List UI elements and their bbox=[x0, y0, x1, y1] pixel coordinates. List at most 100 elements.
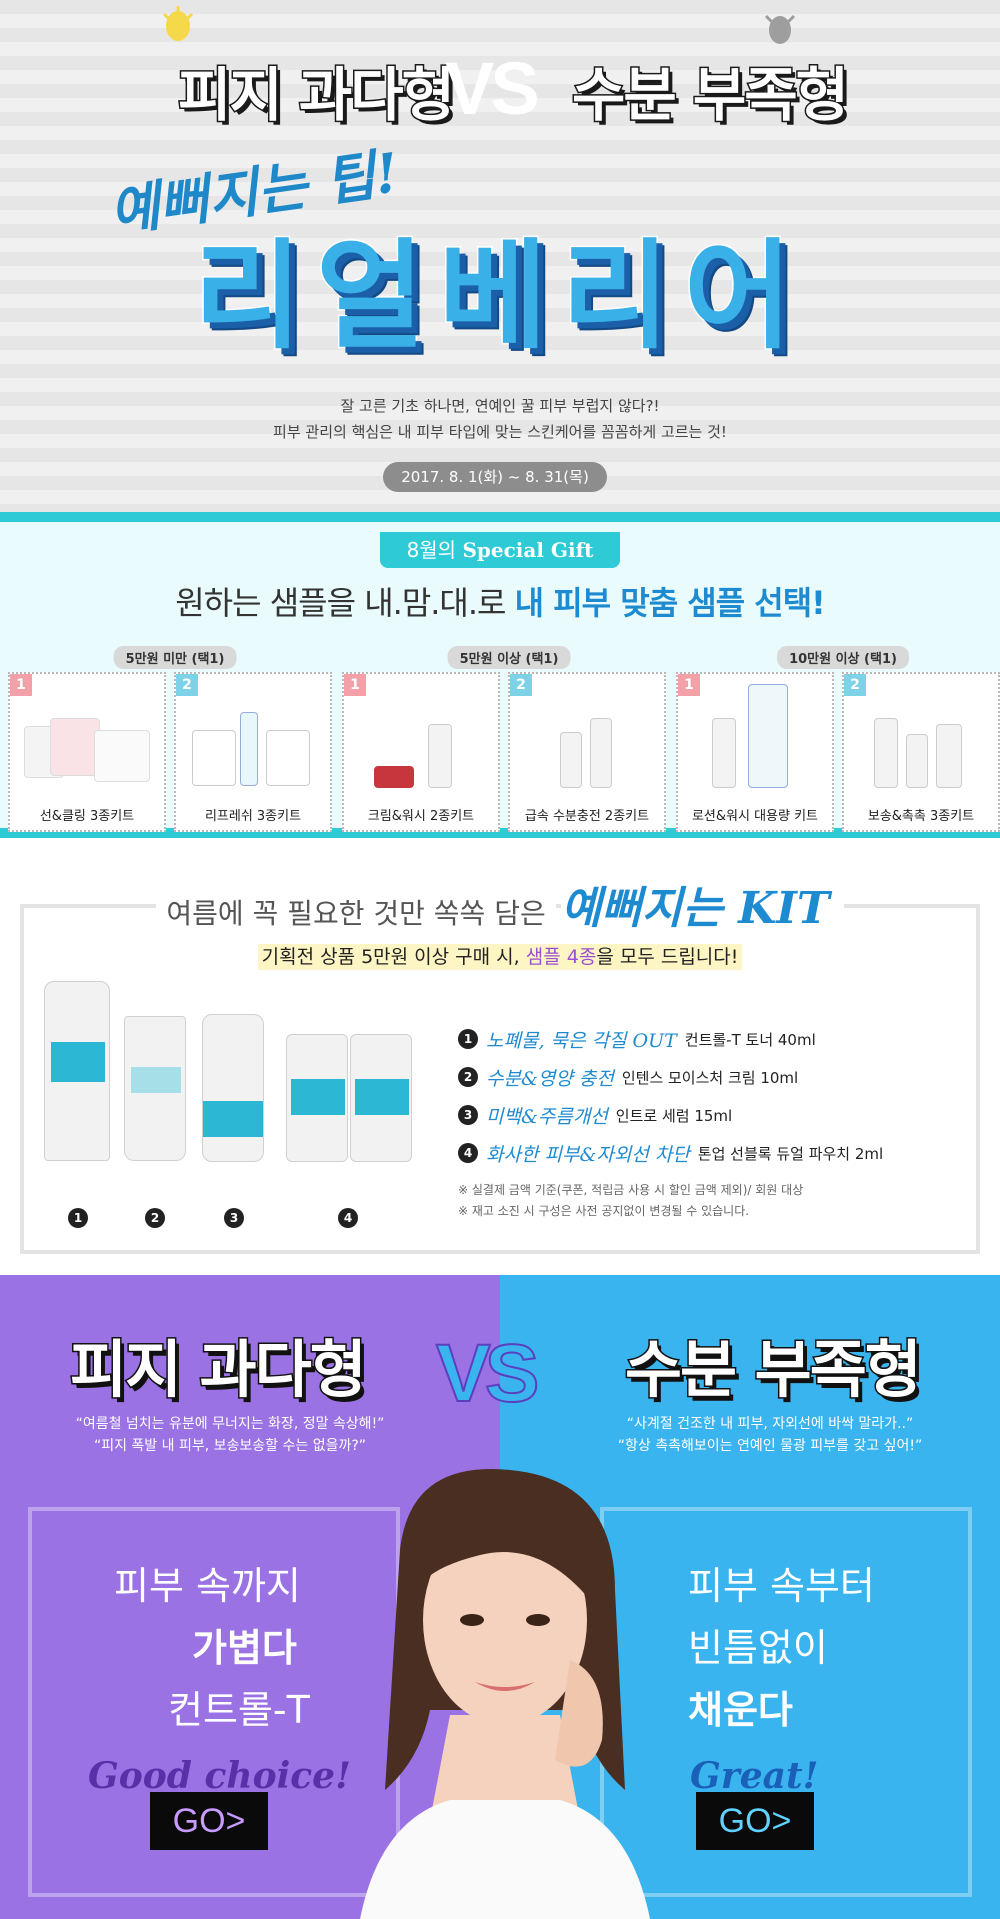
hero-title-row: 피지 과다형 VS 수분 부족형 bbox=[0, 38, 1000, 131]
dry-skin-title: 수분 부족형 bbox=[624, 1332, 924, 1408]
product-image bbox=[712, 718, 736, 788]
hero-right-title: 수분 부족형 bbox=[571, 60, 851, 131]
kit-item-number: 4 bbox=[458, 1143, 478, 1163]
kit-item: 2 수분&영양 충전 인텐스 모이스처 크림 10ml bbox=[458, 1058, 978, 1096]
special-gift-badge: 8월의 Special Gift bbox=[380, 532, 620, 568]
oily-skin-quote: “여름철 넘치는 유분에 무너지는 화장, 정말 속상해!” “피지 폭발 내 … bbox=[20, 1413, 440, 1457]
kit-item-list: 1 노폐물, 묵은 각질 OUT 컨트롤-T 토너 40ml 2 수분&영양 충… bbox=[458, 1020, 978, 1172]
kit-item-number: 1 bbox=[458, 1029, 478, 1049]
pretty-kit-section: 여름에 꼭 필요한 것만 쏙쏙 담은 예뻐지는 KIT 기획전 상품 5만원 이… bbox=[0, 838, 1000, 1275]
kit-card-refresh[interactable]: 2 리프레쉬 3종키트 bbox=[174, 672, 332, 832]
kit-card-lotion-wash[interactable]: 1 로션&워시 대용량 키트 bbox=[676, 672, 834, 832]
oily-go-button[interactable]: GO> bbox=[150, 1792, 268, 1850]
kit-name: 리프레쉬 3종키트 bbox=[204, 809, 302, 824]
kit-item-benefit: 수분&영양 충전 bbox=[486, 1067, 614, 1090]
product-pouch-1 bbox=[286, 1034, 348, 1162]
product-pouch-2 bbox=[350, 1034, 412, 1162]
kit-number: 1 bbox=[678, 674, 700, 696]
quote-line: “피지 폭발 내 피부, 보송보송할 수는 없을까?” bbox=[93, 1438, 367, 1454]
kit-item-benefit: 노폐물, 묵은 각질 OUT bbox=[486, 1029, 677, 1052]
vs-text: VS bbox=[435, 1327, 540, 1420]
gift-tier-under-50k: 5만원 미만 (택1) 1 선&클링 3종키트 2 리프레쉬 3종키트 bbox=[8, 646, 342, 832]
product-image bbox=[266, 730, 310, 786]
tier-label: 10만원 이상 (택1) bbox=[777, 646, 909, 669]
hero-vs-text: VS bbox=[445, 47, 540, 130]
quote-line: “사계절 건조한 내 피부, 자외선에 바싹 말라가..” bbox=[626, 1416, 914, 1432]
dry-copy-3: 채운다 bbox=[688, 1688, 793, 1732]
special-gift-section: 8월의 Special Gift 원하는 샘플을 내.맘.대.로 내 피부 맞춤… bbox=[0, 512, 1000, 838]
kit-sub-post: 을 모두 드립니다! bbox=[596, 946, 739, 968]
hero-description: 잘 고른 기초 하나면, 연예인 꿀 피부 부럽지 않다?! 피부 관리의 핵심… bbox=[0, 393, 1000, 445]
kit-sub-pre: 기획전 상품 5만원 이상 구매 시, bbox=[261, 946, 520, 968]
kit-subheading: 기획전 상품 5만원 이상 구매 시, 샘플 4종을 모두 드립니다! bbox=[0, 942, 1000, 970]
kit-card-cream-wash[interactable]: 1 크림&워시 2종키트 bbox=[342, 672, 500, 832]
kit-item: 4 화사한 피부&자외선 차단 톤업 선블록 듀얼 파우치 2ml bbox=[458, 1134, 978, 1172]
kit-item-product: 인트로 세럼 15ml bbox=[615, 1106, 733, 1125]
dry-copy-1: 피부 속부터 bbox=[688, 1564, 875, 1608]
kit-heading-script: 예뻐지는 KIT bbox=[560, 883, 844, 934]
hero-left-title: 피지 과다형 bbox=[177, 60, 457, 131]
product-image bbox=[374, 766, 414, 788]
product-image bbox=[192, 730, 236, 786]
kit-item-product: 컨트롤-T 토너 40ml bbox=[684, 1030, 816, 1049]
hero-desc-line2: 피부 관리의 핵심은 내 피부 타입에 맞는 스킨케어를 꼼꼼하게 고르는 것! bbox=[273, 423, 727, 441]
product-label bbox=[203, 1101, 263, 1137]
kit-notes: ※ 실결제 금액 기준(쿠폰, 적립금 사용 시 할인 금액 제외)/ 회원 대… bbox=[458, 1180, 803, 1222]
product-number: 1 bbox=[68, 1208, 88, 1228]
kit-number: 2 bbox=[844, 674, 866, 696]
kit-item: 3 미백&주름개선 인트로 세럼 15ml bbox=[458, 1096, 978, 1134]
product-label bbox=[291, 1079, 345, 1115]
gift-badge-prefix: 8월의 bbox=[406, 538, 457, 562]
product-label bbox=[131, 1067, 181, 1093]
kit-card-sun-cleansing[interactable]: 1 선&클링 3종키트 bbox=[8, 672, 166, 832]
kit-number: 2 bbox=[510, 674, 532, 696]
kit-name: 로션&워시 대용량 키트 bbox=[691, 809, 819, 824]
product-number: 3 bbox=[224, 1208, 244, 1228]
product-image bbox=[240, 712, 258, 786]
product-image bbox=[748, 684, 788, 788]
kit-item-benefit: 화사한 피부&자외선 차단 bbox=[486, 1143, 690, 1166]
oily-skin-title: 피지 과다형 bbox=[69, 1332, 369, 1408]
kit-item-number: 3 bbox=[458, 1105, 478, 1125]
product-image bbox=[560, 732, 582, 788]
product-number: 4 bbox=[338, 1208, 358, 1228]
kit-note: ※ 실결제 금액 기준(쿠폰, 적립금 사용 시 할인 금액 제외)/ 회원 대… bbox=[458, 1183, 804, 1197]
quote-line: “항상 촉촉해보이는 연예인 물광 피부를 갖고 싶어!” bbox=[617, 1438, 923, 1454]
product-serum bbox=[202, 1014, 264, 1162]
product-image bbox=[94, 730, 150, 782]
product-image bbox=[50, 718, 100, 776]
kit-sub-accent: 샘플 4종 bbox=[525, 946, 597, 968]
skin-type-vs-section: 피지 과다형 VS 수분 부족형 “여름철 넘치는 유분에 무너지는 화장, 정… bbox=[0, 1275, 1000, 1919]
kit-card-fresh-moist[interactable]: 2 보송&촉촉 3종키트 bbox=[842, 672, 1000, 832]
model-photo bbox=[360, 1469, 650, 1919]
dry-copy-2: 빈틈없이 bbox=[688, 1626, 828, 1670]
kit-name: 크림&워시 2종키트 bbox=[367, 809, 475, 824]
product-label bbox=[355, 1079, 409, 1115]
kit-note: ※ 재고 소진 시 구성은 사전 공지없이 변경될 수 있습니다. bbox=[458, 1204, 750, 1218]
hero-desc-line1: 잘 고른 기초 하나면, 연예인 꿀 피부 부럽지 않다?! bbox=[340, 397, 660, 415]
gift-title: 원하는 샘플을 내.맘.대.로 내 피부 맞춤 샘플 선택! bbox=[0, 578, 1000, 624]
product-number: 2 bbox=[145, 1208, 165, 1228]
kit-item-benefit: 미백&주름개선 bbox=[486, 1105, 608, 1128]
gift-title-accent: 내 피부 맞춤 샘플 선택! bbox=[514, 584, 826, 622]
product-image bbox=[936, 724, 962, 788]
gift-title-plain: 원하는 샘플을 내.맘.대.로 bbox=[175, 584, 506, 622]
kit-card-moisture[interactable]: 2 급속 수분충전 2종키트 bbox=[508, 672, 666, 832]
hero-brand-title: 리얼베리어 bbox=[192, 226, 807, 367]
kit-name: 선&클링 3종키트 bbox=[39, 809, 135, 824]
gift-tier-over-50k: 5만원 이상 (택1) 1 크림&워시 2종키트 2 급속 수분충전 2종키트 bbox=[342, 646, 676, 832]
kit-number: 2 bbox=[176, 674, 198, 696]
tier-label: 5만원 이상 (택1) bbox=[447, 646, 571, 669]
good-choice-text: Good choice! bbox=[88, 1755, 351, 1797]
product-image bbox=[590, 718, 612, 788]
dry-skin-quote: “사계절 건조한 내 피부, 자외선에 바싹 말라가..” “항상 촉촉해보이는… bbox=[560, 1413, 980, 1457]
kit-name: 보송&촉촉 3종키트 bbox=[867, 809, 975, 824]
kit-number: 1 bbox=[10, 674, 32, 696]
product-image bbox=[428, 724, 452, 788]
droplet-icon bbox=[764, 14, 796, 44]
dry-go-button[interactable]: GO> bbox=[696, 1792, 814, 1850]
oily-copy-3: 컨트롤-T bbox=[168, 1688, 310, 1732]
kit-item-product: 인텐스 모이스처 크림 10ml bbox=[621, 1068, 799, 1087]
kit-heading-plain: 여름에 꼭 필요한 것만 쏙쏙 담은 bbox=[156, 897, 556, 930]
oily-copy-2: 가볍다 bbox=[192, 1626, 297, 1670]
